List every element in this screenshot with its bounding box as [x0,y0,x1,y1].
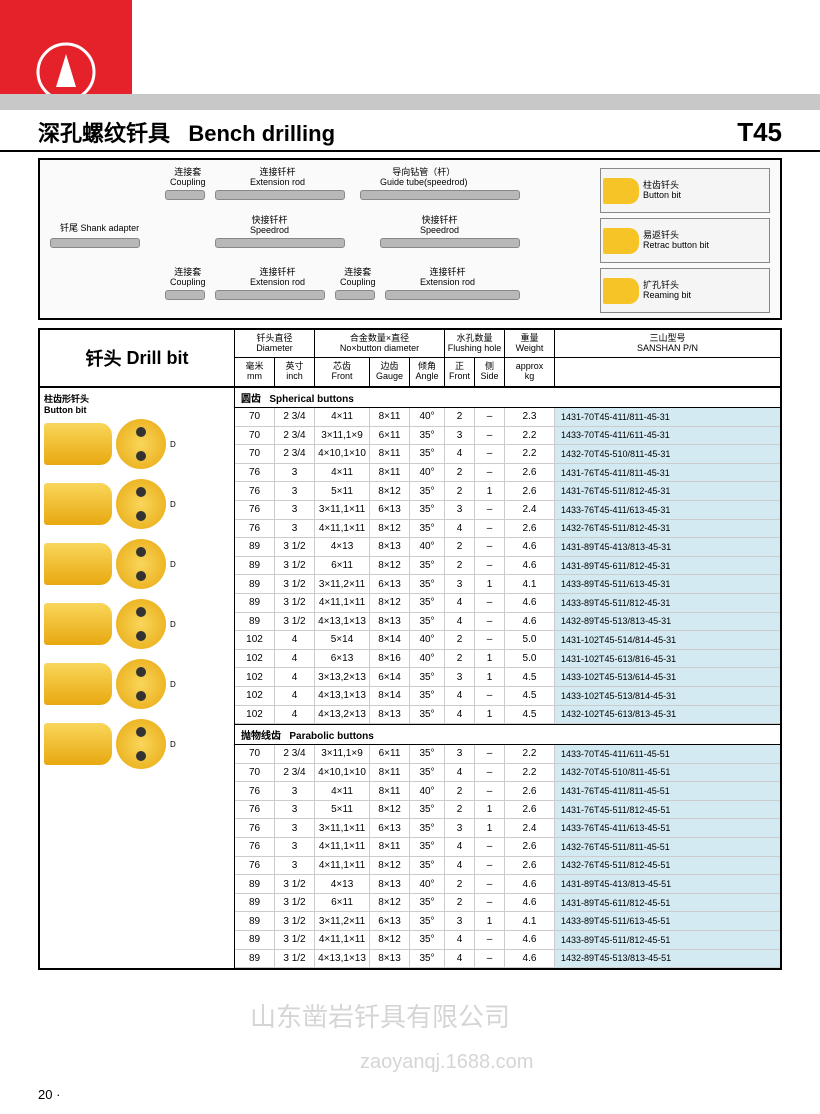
bit-illustration: D [44,539,230,589]
parabolic-heading: 抛物线齿 Parabolic buttons [235,724,780,745]
col-weight: 重量Weight [505,330,555,357]
logo-icon [36,42,96,102]
table-row: 893 1/23×11,2×116×1335°314.11433-89T45-5… [235,912,780,931]
table-row: 7634×118×1140°2–2.61431-76T45-411/811-45… [235,782,780,801]
bit-illustration: D [44,599,230,649]
table-row: 10246×138×1640°215.01431-102T45-613/816-… [235,650,780,669]
table-row: 893 1/24×138×1340°2–4.61431-89T45-413/81… [235,875,780,894]
model-label: T45 [737,117,782,148]
table-row: 7635×118×1235°212.61431-76T45-511/812-45… [235,482,780,501]
table-row: 893 1/23×11,2×116×1335°314.11433-89T45-5… [235,575,780,594]
table-row: 10244×13,1×138×1435°4–4.51433-102T45-513… [235,687,780,706]
system-diagram: 连接套Coupling 连接钎杆Extension rod 导向钻管（杆）Gui… [38,158,782,320]
page-number: 20 · [38,1087,60,1102]
page-title-row: 深孔螺纹钎具 Bench drilling T45 [0,110,820,152]
table-row: 10243×13,2×136×1435°314.51433-102T45-513… [235,668,780,687]
bit-illustration: D [44,419,230,469]
bit-illustration: D [44,479,230,529]
table-row: 7634×11,1×118×1235°4–2.61432-76T45-511/8… [235,857,780,876]
button-bit-box: 柱齿钎头Button bit [600,168,770,213]
table-row: 702 3/44×10,1×108×1135°4–2.21432-70T45-5… [235,445,780,464]
table-row: 702 3/43×11,1×96×1135°3–2.21433-70T45-41… [235,745,780,764]
reaming-bit-box: 扩孔钎头Reaming bit [600,268,770,313]
table-row: 702 3/44×118×1140°2–2.31431-70T45-411/81… [235,408,780,427]
watermark-url: zaoyanqj.1688.com [360,1051,533,1074]
table-row: 7635×118×1235°212.61431-76T45-511/812-45… [235,801,780,820]
title-cn: 深孔螺纹钎具 [38,121,170,146]
table-row: 7634×11,1×118×1235°4–2.61432-76T45-511/8… [235,520,780,539]
col-no-button: 合金数量×直径No×button diameter [315,330,445,357]
spec-table: 钎头 Drill bit 钎头直径Diameter 合金数量×直径No×butt… [38,328,782,970]
col-diameter: 钎头直径Diameter [235,330,315,357]
table-row: 702 3/43×11,1×96×1135°3–2.21433-70T45-41… [235,427,780,446]
watermark-company: 山东凿岩钎具有限公司 [250,997,510,1034]
table-row: 893 1/24×13,1×138×1335°4–4.61432-89T45-5… [235,950,780,969]
col-pn: 三山型号SANSHAN P/N [555,330,780,357]
table-row: 893 1/24×11,1×118×1235°4–4.61433-89T45-5… [235,931,780,950]
title-en: Bench drilling [188,121,335,146]
spherical-heading: 圆齿 Spherical buttons [235,388,780,408]
bit-illustration: D [44,719,230,769]
table-row: 7633×11,1×116×1335°3–2.41433-76T45-411/6… [235,501,780,520]
table-row: 7634×118×1140°2–2.61431-76T45-411/811-45… [235,464,780,483]
table-row: 10244×13,2×138×1335°414.51432-102T45-613… [235,706,780,725]
table-row: 7634×11,1×118×1135°4–2.61432-76T45-511/8… [235,838,780,857]
table-row: 893 1/24×11,1×118×1235°4–4.61433-89T45-5… [235,594,780,613]
retrac-bit-box: 易返钎头Retrac button bit [600,218,770,263]
table-row: 10245×148×1440°2–5.01431-102T45-514/814-… [235,631,780,650]
left-illustrations: 柱齿形钎头 Button bit DDDDDD [40,388,235,968]
table-section-title: 钎头 Drill bit [40,330,235,386]
bit-illustration: D [44,659,230,709]
table-row: 893 1/24×138×1340°2–4.61431-89T45-413/81… [235,538,780,557]
table-row: 702 3/44×10,1×108×1135°4–2.21432-70T45-5… [235,764,780,783]
table-row: 893 1/26×118×1235°2–4.61431-89T45-611/81… [235,894,780,913]
col-flush: 水孔数量Flushing hole [445,330,505,357]
table-row: 893 1/24×13,1×138×1335°4–4.61432-89T45-5… [235,613,780,632]
table-row: 7633×11,1×116×1335°312.41433-76T45-411/6… [235,819,780,838]
table-row: 893 1/26×118×1235°2–4.61431-89T45-611/81… [235,557,780,576]
